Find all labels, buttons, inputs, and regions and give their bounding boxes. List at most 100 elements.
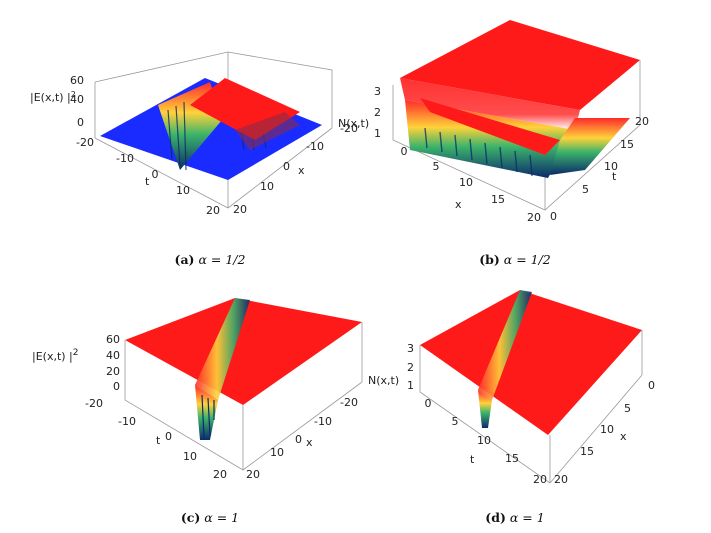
panel-d-surface	[420, 290, 642, 435]
caption-d: (d) α = 1	[365, 510, 665, 525]
panel-d-zlabel: N(x,t)	[368, 374, 399, 387]
caption-c: (c) α = 1	[60, 510, 360, 525]
panel-c-ttick-10: 10	[183, 450, 197, 463]
caption-c-label: (c)	[180, 510, 201, 525]
panel-d-ttick-20: 20	[533, 473, 547, 486]
panel-d-ztick-2: 2	[407, 361, 414, 374]
panel-b-xlabel: x	[455, 198, 462, 211]
caption-d-math: α = 1	[509, 510, 545, 525]
panel-c-xtick-10: 10	[270, 446, 284, 459]
caption-b: (b) α = 1/2	[365, 252, 665, 267]
panel-a-xtick-10: 10	[260, 180, 274, 193]
panel-a-ttick-10: 10	[176, 184, 190, 197]
panel-c-ttick-m20: -20	[85, 397, 103, 410]
panel-c-ttick-m10: -10	[118, 415, 136, 428]
panel-a-ztick-60: 60	[70, 74, 84, 87]
panel-b-xticks: 0 5 10 15 20	[401, 145, 542, 224]
panel-c-ztick-20: 20	[106, 365, 120, 378]
panel-c-ztick-40: 40	[106, 349, 120, 362]
panel-d-ztick-3: 3	[407, 342, 414, 355]
panel-b-xtick-20: 20	[527, 211, 541, 224]
panel-a-xticks: -20 -10 0 10 20	[233, 122, 358, 216]
panel-a-xtick-20: 20	[233, 203, 247, 216]
panel-b-tticks: 0 5 10 15 20	[550, 115, 649, 223]
panel-b-ztick-1: 1	[374, 127, 381, 140]
panel-c-ridge-top	[195, 298, 250, 400]
panel-a-xlabel: x	[298, 164, 305, 177]
panel-a-xtick-m10: -10	[306, 140, 324, 153]
caption-b-label: (b)	[479, 252, 500, 267]
caption-b-math: α = 1/2	[503, 252, 551, 267]
panel-b-surface	[400, 20, 640, 110]
panel-d-ridge-top	[478, 290, 532, 400]
panel-d-ttick-5: 5	[452, 415, 459, 428]
panel-b-xtick-10: 10	[459, 176, 473, 189]
panel-a-ztick-0: 0	[77, 116, 84, 129]
panel-a-ttick-0: 0	[152, 168, 159, 181]
panel-d-xtick-15: 15	[580, 445, 594, 458]
panel-a-shadow	[235, 112, 300, 150]
panel-b-xtick-5: 5	[433, 160, 440, 173]
panel-d-xlabel: x	[620, 430, 627, 443]
caption-d-label: (d)	[485, 510, 506, 525]
panel-a-zlabel: |E(x,t) |2	[30, 90, 76, 104]
panel-d-xticks: 0 5 10 15 20	[554, 379, 655, 486]
panel-d-box	[419, 330, 643, 484]
panel-d-ztick-1: 1	[407, 379, 414, 392]
panel-c-xtick-0: 0	[295, 433, 302, 446]
caption-a-math: α = 1/2	[198, 252, 246, 267]
panel-c-ttick-0: 0	[165, 430, 172, 443]
panel-c-ridge	[195, 385, 218, 440]
panel-b-zticks: 3 2 1	[374, 85, 381, 140]
panel-b-ttick-20: 20	[635, 115, 649, 128]
panel-c-xtick-m20: -20	[340, 396, 358, 409]
caption-a: (a) α = 1/2	[60, 252, 360, 267]
panel-b-ttick-0: 0	[550, 210, 557, 223]
panel-b-ztick-3: 3	[374, 85, 381, 98]
panel-a-tlabel: t	[145, 175, 150, 188]
panel-d-tlabel: t	[470, 453, 475, 466]
panel-b-ztick-2: 2	[374, 106, 381, 119]
panel-a-xtick-m20: -20	[340, 122, 358, 135]
panel-b: 3 2 1 N(x,t) 0 5 10 15 20 x 0 5 10 15 20…	[338, 20, 649, 224]
caption-a-label: (a)	[174, 252, 195, 267]
caption-c-math: α = 1	[204, 510, 240, 525]
panel-d-xtick-10: 10	[600, 423, 614, 436]
panel-b-zlabel: N(x,t)	[338, 117, 369, 130]
panel-a-ttick-m10: -10	[116, 152, 134, 165]
panel-a-zticks: 60 40 0	[70, 74, 84, 129]
panel-b-side-ridge	[550, 118, 630, 175]
panel-a-xtick-0: 0	[283, 160, 290, 173]
panel-b-tlabel: t	[612, 170, 617, 183]
panel-d: 3 2 1 N(x,t) 0 5 10 15 20 t 0 5 10 15 20…	[368, 290, 655, 486]
panel-b-ttick-10: 10	[604, 160, 618, 173]
panel-c-xticks: -20 -10 0 10 20	[246, 396, 358, 481]
panel-b-xtick-15: 15	[491, 193, 505, 206]
panel-d-ttick-10: 10	[477, 434, 491, 447]
panel-c-xlabel: x	[306, 436, 313, 449]
panel-c-xtick-20: 20	[246, 468, 260, 481]
panel-d-tticks: 0 5 10 15 20	[425, 397, 548, 486]
panel-c: 60 40 20 0 |E(x,t) |2 -20 -10 0 10 20 t …	[32, 298, 363, 481]
panel-c-xtick-m10: -10	[314, 415, 332, 428]
panel-a-tticks: -20 -10 0 10 20	[76, 136, 220, 217]
panel-a-ttick-20: 20	[206, 204, 220, 217]
panel-c-zticks: 60 40 20 0	[106, 333, 120, 393]
panel-b-ttick-5: 5	[582, 183, 589, 196]
panel-a-box	[94, 51, 333, 209]
panel-d-zticks: 3 2 1	[407, 342, 414, 392]
panel-b-ridge	[405, 100, 575, 178]
panel-d-xtick-20: 20	[554, 473, 568, 486]
panel-d-ttick-0: 0	[425, 397, 432, 410]
panel-c-ridge-lines	[201, 394, 215, 439]
panel-c-ztick-60: 60	[106, 333, 120, 346]
panel-b-ttick-15: 15	[620, 138, 634, 151]
panel-b-inner-surface	[420, 98, 560, 155]
panel-d-xtick-0: 0	[648, 379, 655, 392]
panel-b-xtick-0: 0	[401, 145, 408, 158]
panel-c-ttick-20: 20	[213, 468, 227, 481]
panel-c-box	[124, 322, 363, 471]
panel-c-zlabel: |E(x,t) |2	[32, 348, 79, 363]
